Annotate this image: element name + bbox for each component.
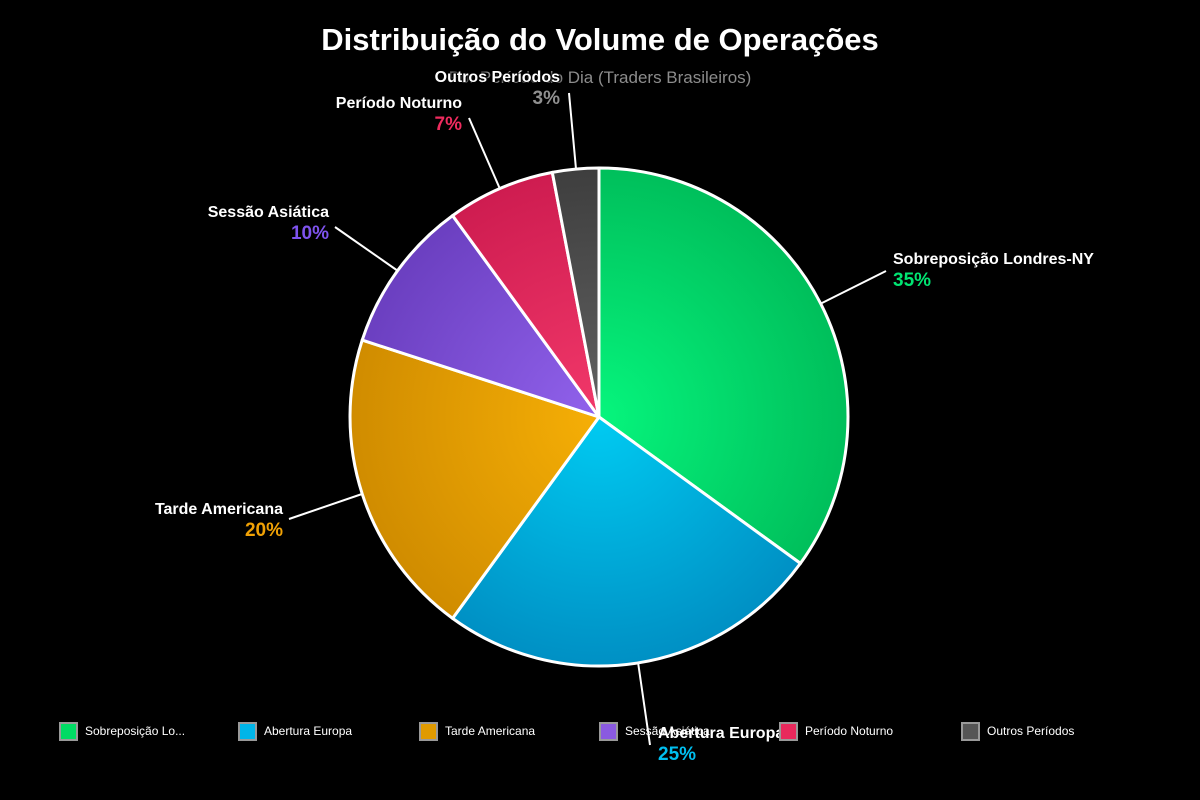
legend-label: Tarde Americana bbox=[445, 724, 536, 738]
legend-item-outros-periodos[interactable]: Outros Períodos bbox=[961, 719, 1074, 743]
legend-swatch-sobreposicao-londres-ny bbox=[59, 721, 78, 741]
legend-swatch-outros-periodos bbox=[961, 721, 980, 741]
legend-label: Sessão Asiática bbox=[625, 724, 710, 738]
legend-item-abertura-europa[interactable]: Abertura Europa bbox=[238, 719, 352, 743]
legend-label: Sobreposição Lo... bbox=[85, 724, 186, 738]
legend-label: Abertura Europa bbox=[264, 724, 353, 738]
legend-item-sessao-asiatica[interactable]: Sessão Asiática bbox=[599, 719, 710, 743]
legend-swatch-abertura-europa bbox=[238, 721, 257, 741]
legend-item-periodo-noturno[interactable]: Período Noturno bbox=[779, 719, 893, 743]
legend-swatch-tarde-americana bbox=[419, 721, 438, 741]
chart-subtitle: Por Período do Dia (Traders Brasileiros) bbox=[448, 68, 752, 87]
chart-title: Distribuição do Volume de Operações bbox=[321, 22, 879, 57]
legend-item-sobreposicao-londres-ny[interactable]: Sobreposição Lo... bbox=[59, 719, 185, 743]
legend-label: Outros Períodos bbox=[987, 724, 1075, 738]
legend-swatch-periodo-noturno bbox=[779, 721, 798, 741]
legend-swatch-sessao-asiatica bbox=[599, 721, 618, 741]
legend-item-tarde-americana[interactable]: Tarde Americana bbox=[419, 719, 535, 743]
legend-label: Período Noturno bbox=[805, 724, 894, 738]
pie-slice-outros-periodos[interactable] bbox=[550, 166, 601, 419]
